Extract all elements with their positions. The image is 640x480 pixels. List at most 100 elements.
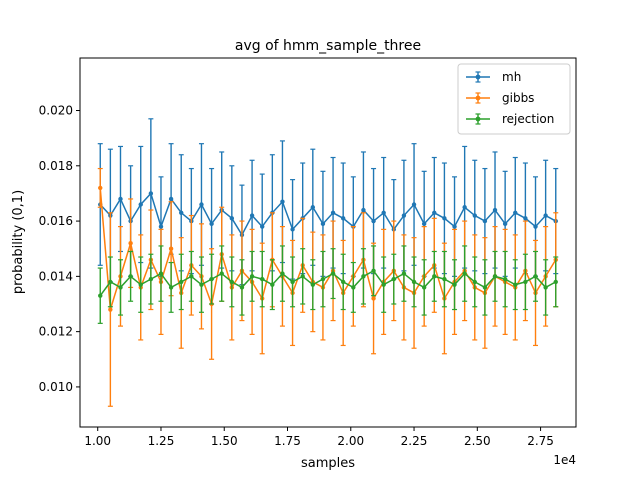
data-point xyxy=(300,274,305,279)
data-point xyxy=(249,213,255,218)
data-point xyxy=(391,276,396,282)
data-point xyxy=(361,274,366,279)
data-point xyxy=(533,224,538,229)
data-point xyxy=(98,185,103,191)
data-point xyxy=(320,221,326,227)
legend-box xyxy=(457,63,571,135)
data-point xyxy=(179,210,184,215)
legend-label-rejection: rejection xyxy=(502,112,554,126)
data-point xyxy=(249,274,255,279)
axes-frame xyxy=(79,57,577,428)
data-point xyxy=(148,276,154,282)
data-point xyxy=(523,279,528,285)
x-tick-label: 2.25 xyxy=(401,434,428,448)
data-point xyxy=(533,274,538,279)
data-point xyxy=(523,216,528,221)
series-line-mh xyxy=(99,191,557,237)
data-point xyxy=(351,285,356,290)
data-point xyxy=(260,224,265,229)
data-point xyxy=(452,224,457,229)
data-point xyxy=(482,285,488,290)
data-point xyxy=(118,196,123,202)
y-tick-label: 0.012 xyxy=(39,325,73,339)
data-point xyxy=(421,285,427,290)
legend-label-gibbs: gibbs xyxy=(502,91,534,105)
data-point xyxy=(128,240,133,246)
data-point xyxy=(452,282,457,287)
data-point xyxy=(320,276,326,282)
data-point xyxy=(330,271,336,276)
data-point xyxy=(108,279,113,285)
chart-title: avg of hmm_sample_three xyxy=(235,38,421,54)
series-line-rejection xyxy=(99,269,557,297)
x-tick-label: 1.50 xyxy=(211,434,238,448)
data-point xyxy=(361,207,366,213)
y-tick-label: 0.020 xyxy=(39,104,73,118)
y-tick-label: 0.016 xyxy=(39,214,73,228)
data-point xyxy=(168,246,174,251)
data-point xyxy=(219,271,224,276)
plot-area xyxy=(97,118,559,407)
data-point xyxy=(108,307,113,312)
data-point xyxy=(472,279,477,285)
data-point xyxy=(401,271,407,276)
x-axis-offset-label: 1e4 xyxy=(553,453,576,467)
data-point xyxy=(381,210,386,215)
data-point xyxy=(209,221,214,227)
data-point xyxy=(513,282,518,287)
y-tick-label: 0.010 xyxy=(39,380,73,394)
data-point xyxy=(158,224,164,229)
data-point xyxy=(411,279,417,285)
legend-handle-marker xyxy=(475,74,481,80)
data-point xyxy=(290,279,295,285)
legend-label-mh: mh xyxy=(502,70,521,84)
data-point xyxy=(502,221,508,227)
data-point xyxy=(462,271,467,276)
data-point xyxy=(442,276,447,282)
data-point xyxy=(229,279,235,285)
x-tick-label: 1.75 xyxy=(274,434,301,448)
data-point xyxy=(310,282,316,287)
data-point xyxy=(432,274,437,279)
data-point xyxy=(189,274,194,279)
y-axis-label: probability (0,1) xyxy=(11,190,26,294)
data-point xyxy=(340,216,346,221)
data-point xyxy=(148,191,154,196)
data-point xyxy=(421,221,427,227)
data-point xyxy=(310,205,316,210)
data-point xyxy=(128,274,133,279)
data-point xyxy=(168,196,174,202)
legend-handle-marker xyxy=(475,95,481,101)
data-point xyxy=(199,202,204,207)
series-rejection xyxy=(97,245,559,324)
y-tick-label: 0.018 xyxy=(39,159,73,173)
data-point xyxy=(442,216,447,221)
data-point xyxy=(513,210,518,215)
data-point xyxy=(462,205,467,210)
y-tick-label: 0.014 xyxy=(39,269,73,283)
x-tick-label: 1.00 xyxy=(84,434,111,448)
data-point xyxy=(138,202,143,207)
data-point xyxy=(239,285,245,290)
data-point xyxy=(543,285,548,290)
data-point xyxy=(290,227,295,232)
data-point xyxy=(482,218,488,224)
data-point xyxy=(472,213,477,218)
data-point xyxy=(330,210,336,215)
x-axis-label: samples xyxy=(301,456,355,471)
data-point xyxy=(158,271,164,276)
data-point xyxy=(401,213,407,218)
data-point xyxy=(209,276,214,282)
x-tick-label: 2.75 xyxy=(527,434,554,448)
x-tick-label: 2.50 xyxy=(464,434,491,448)
legend-handle-marker xyxy=(475,116,481,122)
data-point xyxy=(179,279,184,285)
series-line-gibbs xyxy=(99,187,557,310)
data-point xyxy=(280,199,285,204)
data-point xyxy=(432,210,437,215)
data-point xyxy=(502,276,508,282)
data-point xyxy=(270,282,275,287)
data-point xyxy=(340,279,346,285)
data-point xyxy=(492,274,498,279)
